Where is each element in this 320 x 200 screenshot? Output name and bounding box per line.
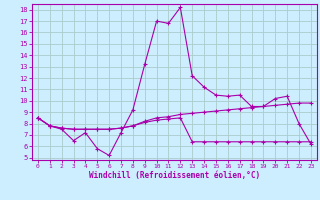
X-axis label: Windchill (Refroidissement éolien,°C): Windchill (Refroidissement éolien,°C) [89, 171, 260, 180]
